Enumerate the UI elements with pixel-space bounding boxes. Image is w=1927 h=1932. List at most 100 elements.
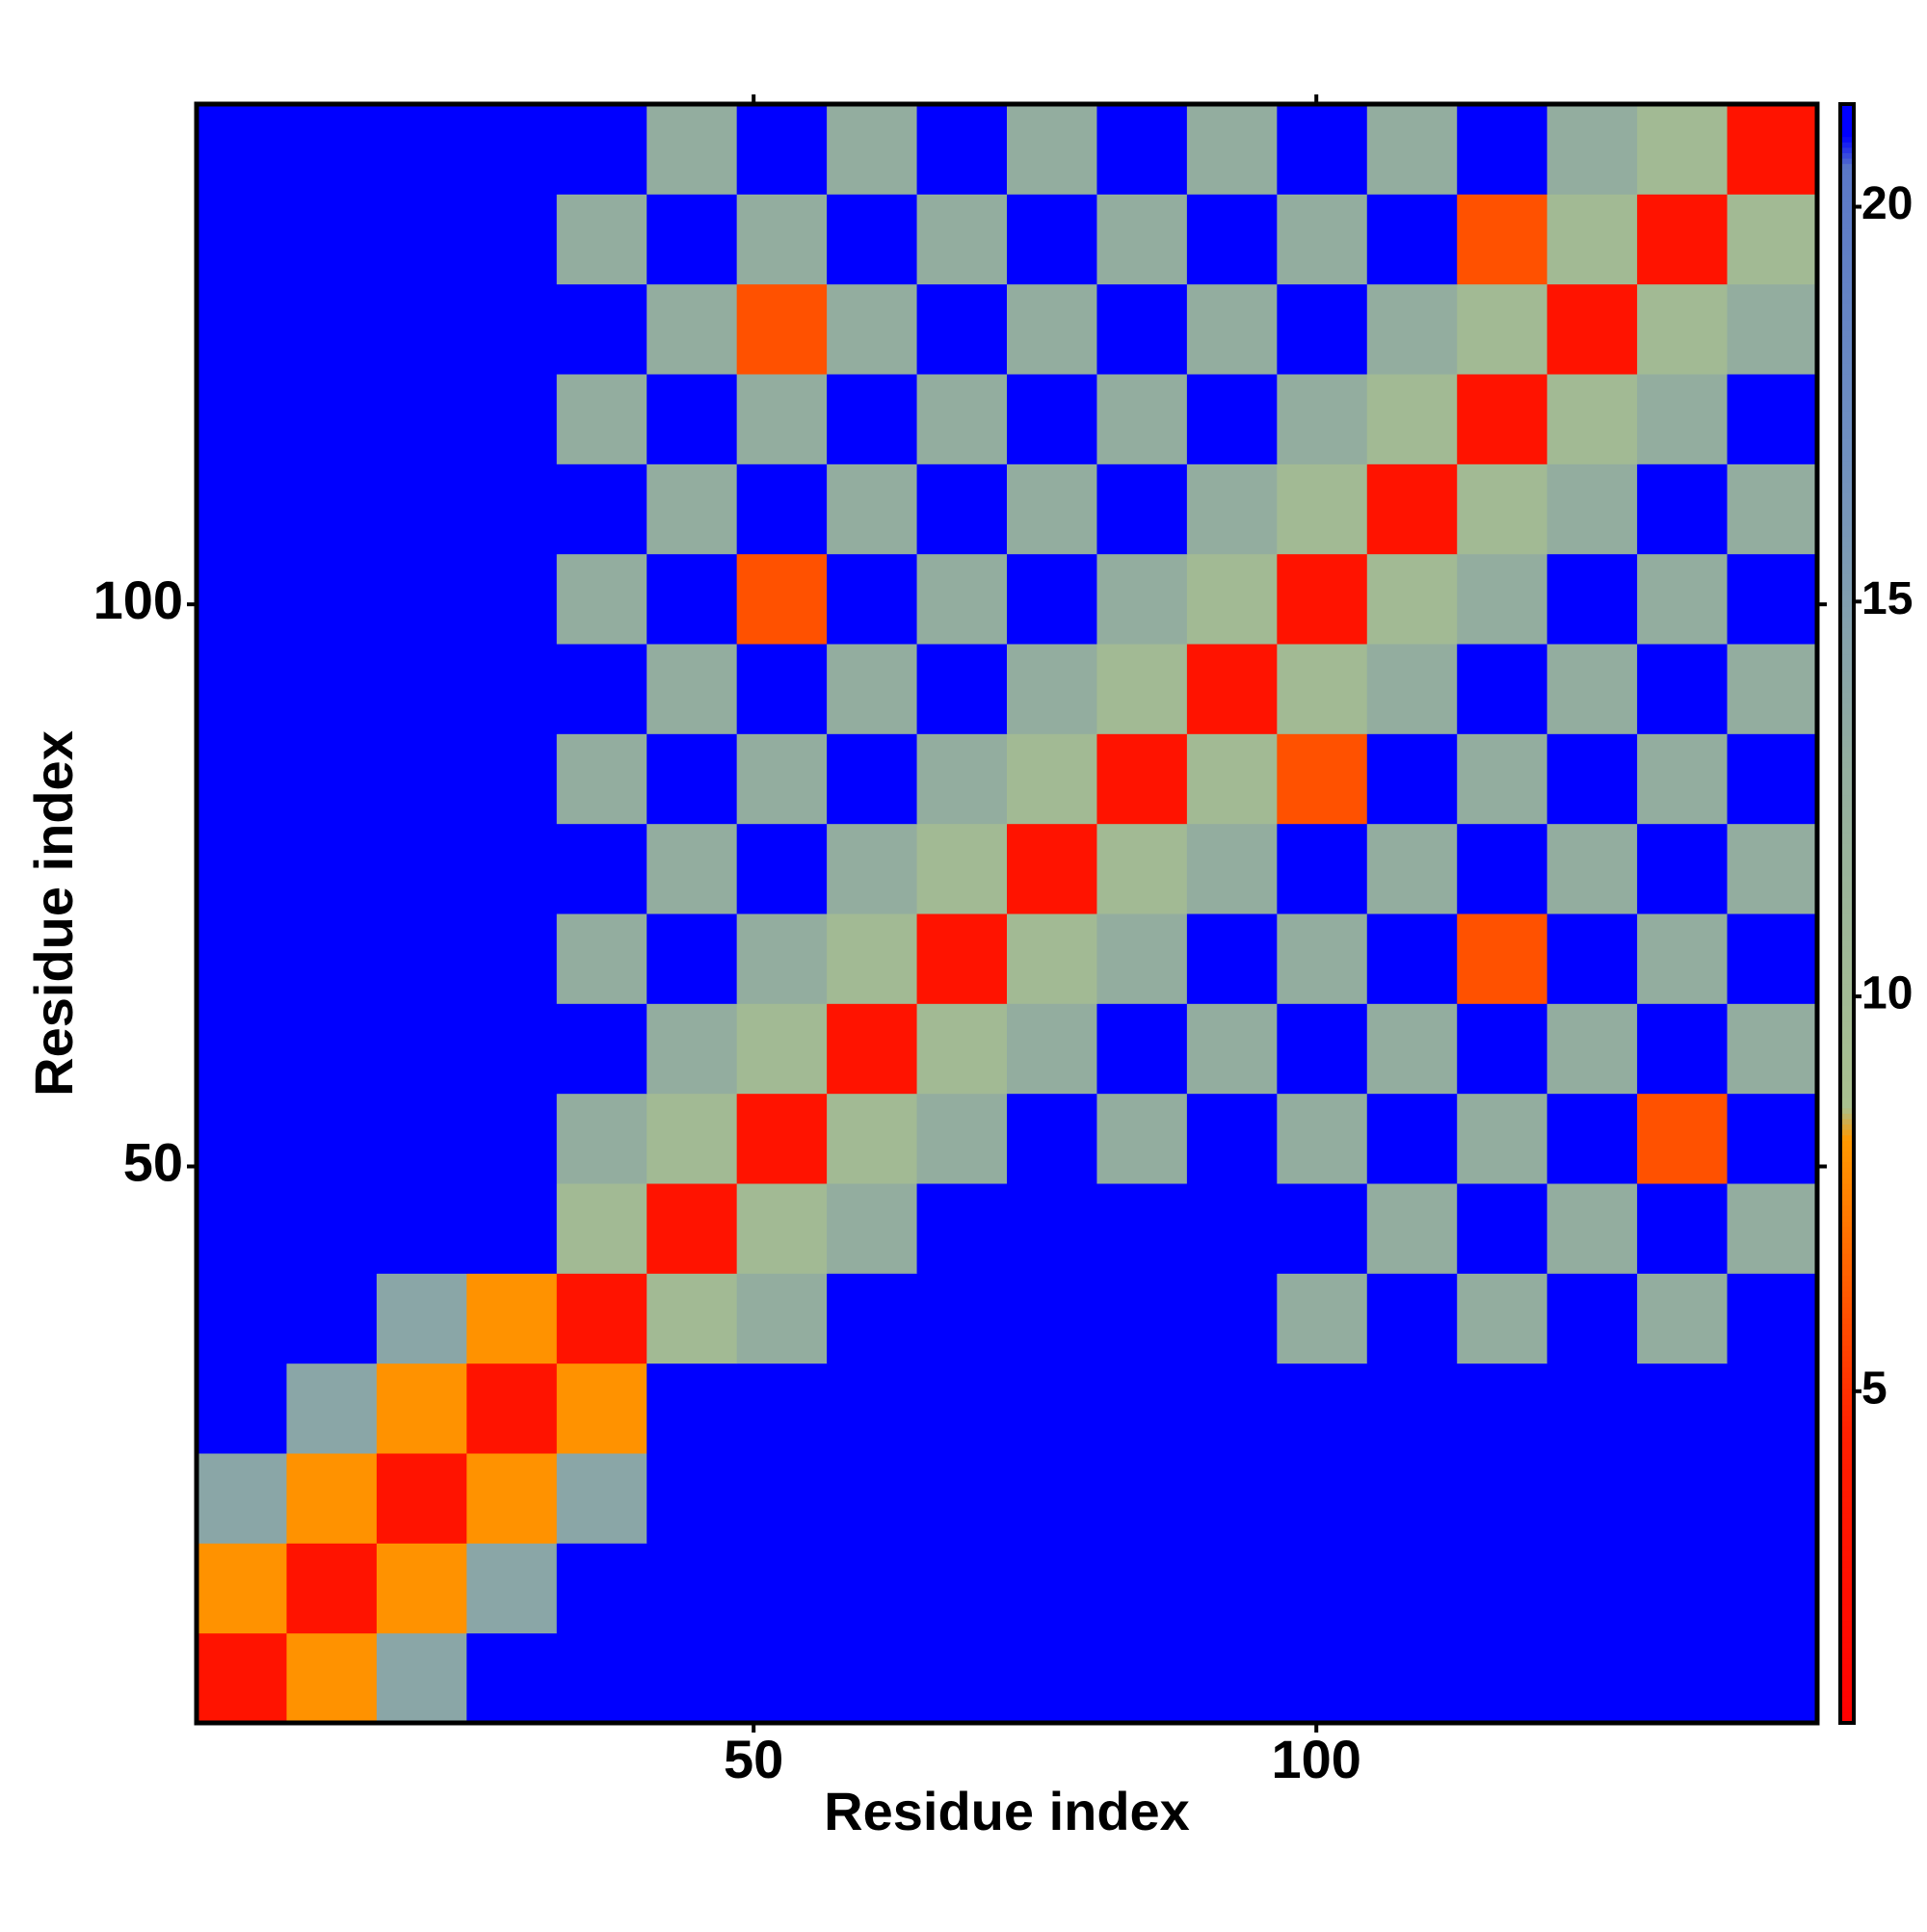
- heat-cell: [1277, 194, 1368, 285]
- heat-cell: [466, 1273, 558, 1364]
- heat-cell: [916, 733, 1008, 825]
- colorbar-segment: [1840, 1129, 1854, 1136]
- heat-cell: [916, 1273, 1008, 1364]
- heat-cell: [1727, 1453, 1818, 1544]
- heat-cell: [1637, 283, 1729, 375]
- heat-cell: [736, 1543, 828, 1634]
- colorbar-segment: [1840, 476, 1854, 483]
- colorbar-segment: [1840, 1620, 1854, 1627]
- colorbar-segment: [1840, 1696, 1854, 1703]
- colorbar-segment: [1840, 320, 1854, 327]
- heat-cell: [466, 1183, 558, 1274]
- heat-cell: [1007, 1003, 1097, 1095]
- heat-cell: [1007, 1363, 1097, 1454]
- heat-cell: [1457, 194, 1548, 285]
- heat-cell: [1277, 733, 1368, 825]
- heat-cell: [286, 374, 378, 464]
- heat-cell: [1637, 1453, 1729, 1544]
- heat-cell: [556, 1183, 647, 1274]
- heat-cell: [197, 1453, 287, 1544]
- colorbar-segment: [1840, 1566, 1854, 1573]
- heat-cell: [376, 823, 467, 914]
- colorbar-segment: [1840, 492, 1854, 499]
- colorbar-segment: [1840, 1534, 1854, 1541]
- heat-cell: [1096, 1363, 1188, 1454]
- colorbar-segment: [1840, 163, 1854, 170]
- heat-cell: [1637, 463, 1729, 555]
- heat-cell: [1186, 644, 1278, 734]
- heat-cell: [556, 1273, 647, 1364]
- heat-cell: [736, 1632, 828, 1724]
- colorbar-segment: [1840, 1393, 1854, 1400]
- heat-cell: [1546, 1273, 1638, 1364]
- colorbar-segment: [1840, 740, 1854, 747]
- heat-cell: [1096, 823, 1188, 914]
- heat-cell: [647, 1273, 738, 1364]
- heat-cell: [197, 1363, 287, 1454]
- colorbar-segment: [1840, 837, 1854, 844]
- colorbar-segment: [1840, 146, 1854, 153]
- heat-cell: [466, 1543, 558, 1634]
- colorbar-segment: [1840, 1609, 1854, 1616]
- colorbar-segment: [1840, 266, 1854, 273]
- colorbar-segment: [1840, 1701, 1854, 1707]
- heat-cell: [1546, 194, 1638, 285]
- heat-cell: [376, 1632, 467, 1724]
- heat-cell: [556, 374, 647, 464]
- heat-cell: [736, 374, 828, 464]
- heat-cell: [466, 194, 558, 285]
- heat-cell: [647, 553, 738, 645]
- heat-cell: [736, 104, 828, 195]
- colorbar-segment: [1840, 1253, 1854, 1259]
- colorbar-segment: [1840, 1113, 1854, 1120]
- heat-cell: [466, 1453, 558, 1544]
- colorbar-segment: [1840, 1021, 1854, 1028]
- colorbar-segment: [1840, 746, 1854, 753]
- colorbar-segment: [1840, 994, 1854, 1001]
- heat-cell: [1457, 913, 1548, 1004]
- colorbar-segment: [1840, 1043, 1854, 1049]
- heat-cell: [1457, 1003, 1548, 1095]
- heat-cell: [376, 733, 467, 825]
- colorbar-segment: [1840, 1204, 1854, 1211]
- colorbar-segment: [1840, 1630, 1854, 1637]
- heat-cell: [1096, 1273, 1188, 1364]
- colorbar-segment: [1840, 675, 1854, 682]
- colorbar-segment: [1840, 1491, 1854, 1497]
- heat-cell: [736, 644, 828, 734]
- colorbar-segment: [1840, 584, 1854, 591]
- heat-cell: [916, 913, 1008, 1004]
- heat-cell: [1186, 823, 1278, 914]
- colorbar-segment: [1840, 212, 1854, 219]
- colorbar-segment: [1840, 304, 1854, 310]
- heat-cell: [736, 283, 828, 375]
- heat-cell: [1727, 194, 1818, 285]
- colorbar-segment: [1840, 223, 1854, 229]
- heat-cell: [556, 283, 647, 375]
- heat-cell: [556, 733, 647, 825]
- colorbar-segment: [1840, 1415, 1854, 1421]
- colorbar-segment: [1840, 1528, 1854, 1535]
- heat-cell: [1457, 733, 1548, 825]
- heat-cell: [1007, 1543, 1097, 1634]
- colorbar-segment: [1840, 843, 1854, 850]
- heat-cell: [1546, 644, 1638, 734]
- colorbar-segment: [1840, 546, 1854, 553]
- colorbar-segment: [1840, 1323, 1854, 1330]
- colorbar-segment: [1840, 109, 1854, 116]
- heat-cell: [466, 1363, 558, 1454]
- colorbar-segment: [1840, 1118, 1854, 1125]
- heat-cell: [1727, 553, 1818, 645]
- colorbar-segment: [1840, 999, 1854, 1006]
- colorbar-segment: [1840, 595, 1854, 601]
- colorbar-segment: [1840, 1194, 1854, 1201]
- heat-cell: [286, 1003, 378, 1095]
- colorbar-segment: [1840, 578, 1854, 585]
- colorbar-segment: [1840, 1453, 1854, 1460]
- heat-cell: [1457, 283, 1548, 375]
- heat-cell: [197, 644, 287, 734]
- heat-cell: [466, 283, 558, 375]
- heat-cell: [647, 1543, 738, 1634]
- heat-cell: [376, 1453, 467, 1544]
- heat-cell: [466, 104, 558, 195]
